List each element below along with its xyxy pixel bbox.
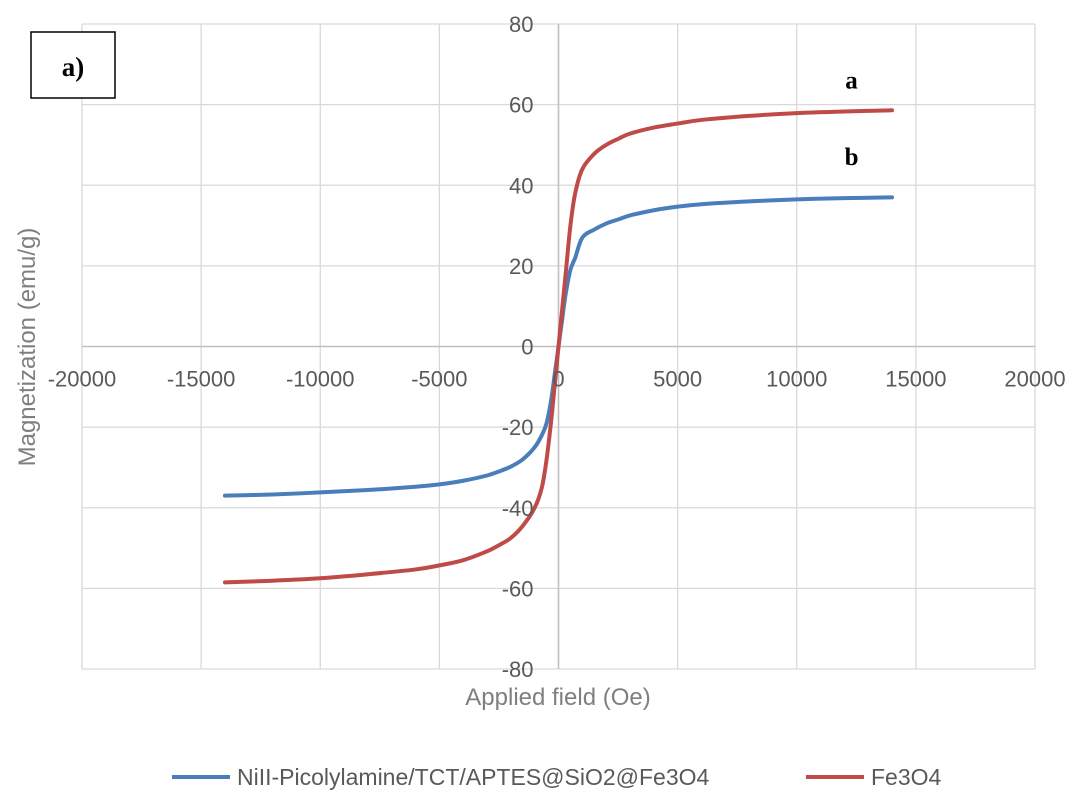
y-tick-label: 80 bbox=[509, 12, 533, 37]
curve-label-b: b bbox=[845, 144, 859, 171]
legend-label-2: Fe3O4 bbox=[871, 764, 942, 790]
tick-labels: -20000 -15000 -10000 -5000 0 5000 10000 15000 20… bbox=[48, 12, 1066, 682]
x-tick-label: -20000 bbox=[48, 367, 117, 392]
y-tick-label: 20 bbox=[509, 254, 533, 279]
legend-item-2: Fe3O4 bbox=[806, 764, 942, 790]
legend: NiII-Picolylamine/TCT/APTES@SiO2@Fe3O4 Fe… bbox=[172, 764, 942, 790]
x-axis-title: Applied field (Oe) bbox=[465, 684, 650, 711]
panel-label: a) bbox=[62, 52, 85, 82]
y-tick-label: -80 bbox=[502, 657, 534, 682]
series-lines bbox=[222, 108, 895, 585]
series-line-2 bbox=[222, 108, 895, 585]
x-tick-label: 5000 bbox=[653, 367, 702, 392]
curve-label-a: a bbox=[845, 68, 858, 95]
legend-label-1: NiII-Picolylamine/TCT/APTES@SiO2@Fe3O4 bbox=[237, 764, 710, 790]
legend-item-1: NiII-Picolylamine/TCT/APTES@SiO2@Fe3O4 bbox=[172, 764, 710, 790]
y-tick-label: -40 bbox=[502, 496, 534, 521]
curve-annotations: ab bbox=[845, 68, 859, 172]
x-tick-label: -15000 bbox=[167, 367, 236, 392]
y-axis-title: Magnetization (emu/g) bbox=[14, 228, 41, 467]
y-tick-label: 40 bbox=[509, 173, 533, 198]
panel-label-frame bbox=[30, 31, 116, 99]
y-tick-label: -60 bbox=[502, 576, 534, 601]
y-tick-label: 60 bbox=[509, 93, 533, 118]
x-tick-label: -5000 bbox=[411, 367, 467, 392]
panel-label-box: a) bbox=[30, 31, 116, 99]
y-tick-label: -20 bbox=[502, 415, 534, 440]
x-tick-label: 20000 bbox=[1004, 367, 1065, 392]
y-tick-label: 0 bbox=[521, 335, 533, 360]
x-tick-label: 0 bbox=[552, 367, 564, 392]
x-tick-label: -10000 bbox=[286, 367, 355, 392]
x-tick-label: 10000 bbox=[766, 367, 827, 392]
x-tick-label: 15000 bbox=[885, 367, 946, 392]
